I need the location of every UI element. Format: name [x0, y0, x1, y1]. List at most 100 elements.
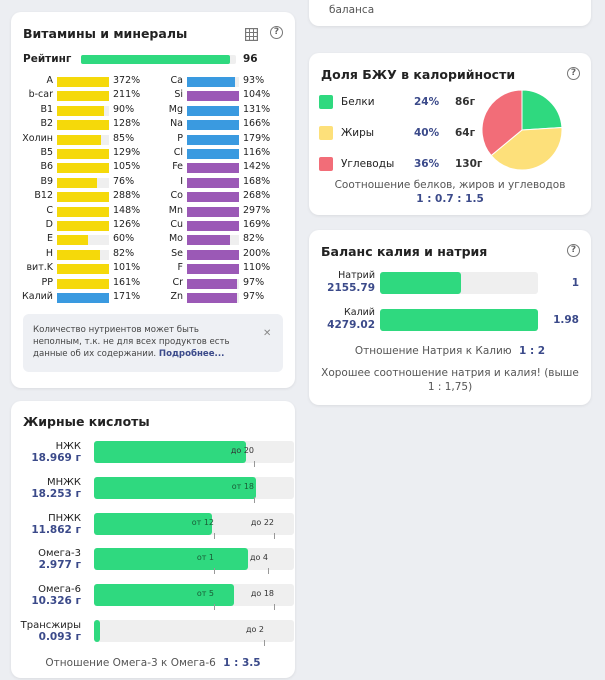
nutrient-bar-fill	[57, 264, 109, 275]
bju-ratio-label: Соотношение белков, жиров и углеводов	[334, 179, 566, 191]
close-icon[interactable]: ✕	[263, 328, 272, 339]
nutrient-label: Cu	[170, 219, 183, 230]
balance-card-text: баланса	[329, 4, 375, 16]
fat-bar-fill	[94, 548, 248, 571]
nutrient-bar-fill	[187, 177, 239, 188]
nutrient-bar	[187, 163, 239, 174]
nutrient-label: Mn	[168, 204, 183, 216]
nutrient-label: Cl	[173, 147, 183, 158]
nutrient-percent: 142%	[243, 161, 271, 173]
help-icon[interactable]: ?	[567, 67, 580, 80]
nutrient-percent: 129%	[113, 147, 141, 158]
nutrient-bar	[187, 278, 239, 289]
nutrient-label: C	[46, 204, 53, 216]
nutrient-bar-fill	[187, 91, 239, 102]
nutrient-label: B2	[40, 118, 53, 130]
kna-bar	[380, 272, 538, 294]
fats-ratio-label: Отношение Омега-3 к Омега-6	[45, 657, 216, 669]
kna-row-name: Калий	[344, 307, 375, 318]
nutrient-percent: 126%	[113, 219, 141, 230]
nutrient-percent: 104%	[243, 89, 271, 101]
nutrient-bar	[57, 278, 109, 289]
bju-name: Углеводы	[341, 158, 395, 170]
fat-bar: от 12 до 22	[94, 512, 294, 539]
fat-row-name: НЖК	[55, 441, 81, 452]
fat-row-value: 2.977 г	[38, 559, 81, 572]
pie-slice	[490, 126, 563, 171]
fat-bar: от 5 до 18	[94, 584, 294, 611]
help-icon[interactable]: ?	[270, 26, 283, 39]
nutrient-label: Ca	[170, 75, 183, 86]
fat-row-name: ПНЖК	[48, 512, 81, 524]
nutrient-label: B9	[40, 175, 53, 187]
nutrient-bar-fill	[57, 91, 109, 102]
fat-bar-tick	[214, 568, 215, 575]
table-view-icon[interactable]	[245, 26, 259, 42]
fat-row-value: 18.253 г	[31, 487, 81, 500]
nutrient-bar-fill	[187, 163, 239, 174]
nutrient-bar	[187, 249, 239, 260]
nutrient-label: Mo	[168, 233, 183, 245]
nutrient-bar-fill	[57, 134, 102, 145]
notice-more-link[interactable]: Подробнее...	[158, 349, 225, 359]
rating-bar-fill	[81, 55, 230, 64]
fat-bar: от 18	[94, 476, 294, 503]
fat-bar-mark: от 5	[196, 589, 214, 599]
nutrient-percent: 97%	[243, 276, 265, 288]
nutrient-percent: 168%	[243, 175, 271, 187]
bju-swatch	[319, 95, 333, 109]
nutrient-label: E	[46, 233, 53, 245]
fat-bar-mark: до 20	[230, 446, 254, 455]
bju-swatch	[319, 126, 333, 140]
bju-grams: 130г	[455, 158, 483, 170]
nutrient-bar-fill	[57, 177, 97, 188]
nutrient-percent: 297%	[243, 204, 271, 216]
nutrient-bar-fill	[187, 221, 239, 231]
nutrient-bar	[57, 163, 109, 174]
kna-card: Баланс калия и натрия ? Натрий 2155.79 1 Ка…	[309, 230, 591, 405]
fat-row-name: Омега-3	[38, 548, 81, 560]
nutrient-percent: 288%	[113, 190, 141, 202]
nutrient-bar	[187, 192, 239, 203]
nutrient-label: P	[177, 132, 183, 144]
nutrient-bar	[187, 105, 239, 116]
nutrient-label: A	[46, 75, 54, 86]
fat-bar-mark: до 2	[245, 625, 264, 634]
nutrient-label: B12	[34, 190, 53, 202]
fat-row-name: МНЖК	[46, 476, 81, 488]
nutrient-bar-fill	[187, 105, 239, 116]
kna-row-value: 2155.79	[327, 282, 375, 294]
nutrient-percent: 179%	[243, 132, 271, 144]
nutrient-bar	[57, 177, 109, 188]
nutrient-bar-fill	[187, 264, 239, 275]
nutrient-bar-fill	[187, 134, 239, 145]
fat-row-name: Трансжиры	[20, 620, 81, 631]
nutrient-percent: 166%	[243, 118, 271, 130]
kna-bar	[380, 309, 538, 331]
vitamins-card: Витамины и минералы ? Рейтинг 96 A 372% b-…	[11, 12, 295, 388]
fat-bar: до 20	[94, 441, 294, 467]
nutrient-bar	[57, 105, 109, 116]
help-icon[interactable]: ?	[567, 244, 580, 257]
nutrient-bar	[187, 206, 239, 217]
notice-text: Количество нутриентов может быть неполны…	[33, 324, 243, 360]
nutrient-label: F	[177, 262, 183, 274]
nutrient-bar-fill	[187, 120, 239, 131]
nutrient-bar	[187, 149, 239, 159]
nutrient-label: I	[180, 175, 183, 187]
fat-bar-fill	[94, 476, 256, 499]
kna-ratio-value: 1 : 2	[518, 345, 546, 357]
kna-row-value: 4279.02	[327, 319, 375, 331]
bju-title: Доля БЖУ в калорийности	[321, 67, 516, 82]
nutrient-bar-fill	[57, 206, 109, 217]
nutrient-label: Холин	[22, 132, 53, 144]
nutrient-bar	[57, 134, 109, 145]
fat-row-value: 11.862 г	[31, 523, 81, 536]
vitamins-title: Витамины и минералы	[23, 26, 188, 41]
fat-bar-tick	[268, 568, 269, 575]
kna-comment: Хорошее соотношение натрия и калия! (выш…	[321, 367, 579, 393]
nutrient-bar	[57, 264, 109, 275]
nutrient-bar-fill	[57, 249, 100, 260]
nutrient-bar	[187, 77, 239, 87]
nutrient-percent: 105%	[113, 161, 141, 173]
